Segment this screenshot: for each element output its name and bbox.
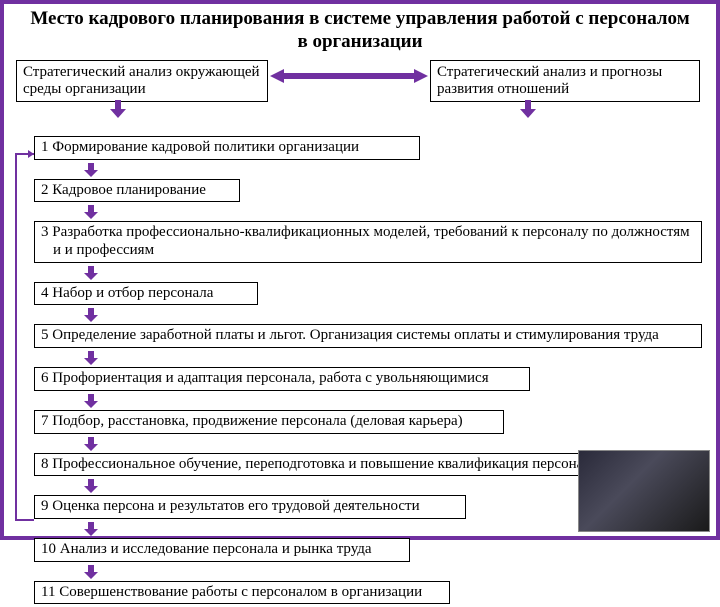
step-box-1: 1 Формирование кадровой политики организ…	[34, 136, 420, 160]
step-box-9: 9 Оценка персона и результатов его трудо…	[34, 495, 466, 519]
decorative-photo	[578, 450, 710, 532]
feedback-line	[14, 150, 36, 524]
step-box-2: 2 Кадровое планирование	[34, 179, 240, 203]
step-box-4: 4 Набор и отбор персонала	[34, 282, 258, 306]
top-analysis-row: Стратегический анализ окружающей среды о…	[0, 60, 720, 108]
step-box-5: 5 Определение заработной платы и льгот. …	[34, 324, 702, 348]
top-box-left: Стратегический анализ окружающей среды о…	[16, 60, 268, 103]
steps-list: 1 Формирование кадровой политики организ…	[34, 136, 702, 607]
arrow-down-icon	[520, 100, 536, 118]
arrow-down-icon	[84, 308, 98, 322]
arrow-down-icon	[84, 479, 98, 493]
arrow-down-icon	[84, 266, 98, 280]
step-box-3: 3 Разработка профессионально-квалификаци…	[34, 221, 702, 262]
arrow-down-icon	[84, 351, 98, 365]
arrow-down-icon	[84, 205, 98, 219]
step-box-8: 8 Профессиональное обучение, переподгото…	[34, 453, 648, 477]
step-box-11: 11 Совершенствование работы с персоналом…	[34, 581, 450, 605]
arrow-down-icon	[84, 522, 98, 536]
arrow-down-icon	[84, 437, 98, 451]
step-box-7: 7 Подбор, расстановка, продвижение персо…	[34, 410, 504, 434]
step-box-10: 10 Анализ и исследование персонала и рын…	[34, 538, 410, 562]
arrow-down-icon	[110, 100, 126, 118]
step-box-6: 6 Профориентация и адаптация персонала, …	[34, 367, 530, 391]
top-box-right: Стратегический анализ и прогнозы развити…	[430, 60, 700, 103]
arrow-down-icon	[84, 565, 98, 579]
arrow-down-icon	[84, 163, 98, 177]
bidir-arrow-icon	[270, 67, 428, 85]
arrow-down-icon	[84, 394, 98, 408]
